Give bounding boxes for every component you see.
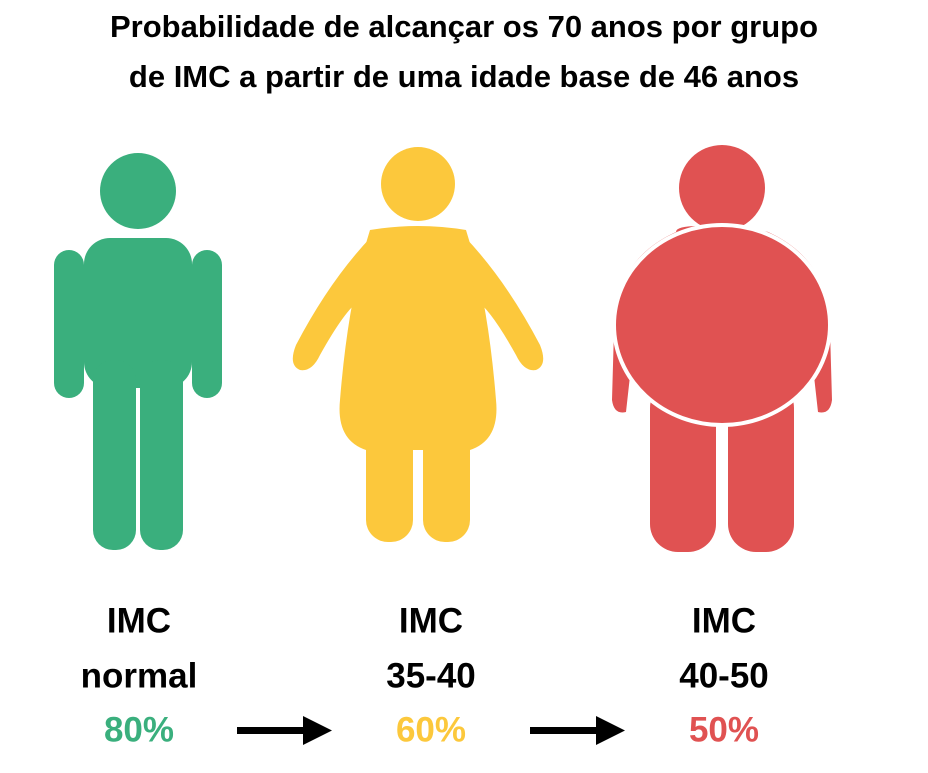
title-line: Probabilidade de alcançar os 70 anos por… — [110, 9, 818, 44]
group-label: IMC — [399, 601, 463, 640]
group-sublabel: 35-40 — [386, 656, 476, 695]
group-label: IMC — [692, 601, 756, 640]
title-line: de IMC a partir de uma idade base de 46 … — [129, 59, 799, 94]
figure-normal — [54, 153, 222, 550]
group-label: IMC — [107, 601, 171, 640]
labels: IMC normal 80% IMC 35-40 60% IMC 40-50 50% — [81, 601, 769, 749]
figure-40-50 — [612, 145, 832, 552]
probability: 80% — [104, 710, 174, 749]
probability: 60% — [396, 710, 466, 749]
probability: 50% — [689, 710, 759, 749]
arrows — [237, 716, 625, 745]
group-sublabel: 40-50 — [679, 656, 769, 695]
figure-35-40 — [292, 147, 544, 542]
group-sublabel: normal — [81, 656, 198, 695]
